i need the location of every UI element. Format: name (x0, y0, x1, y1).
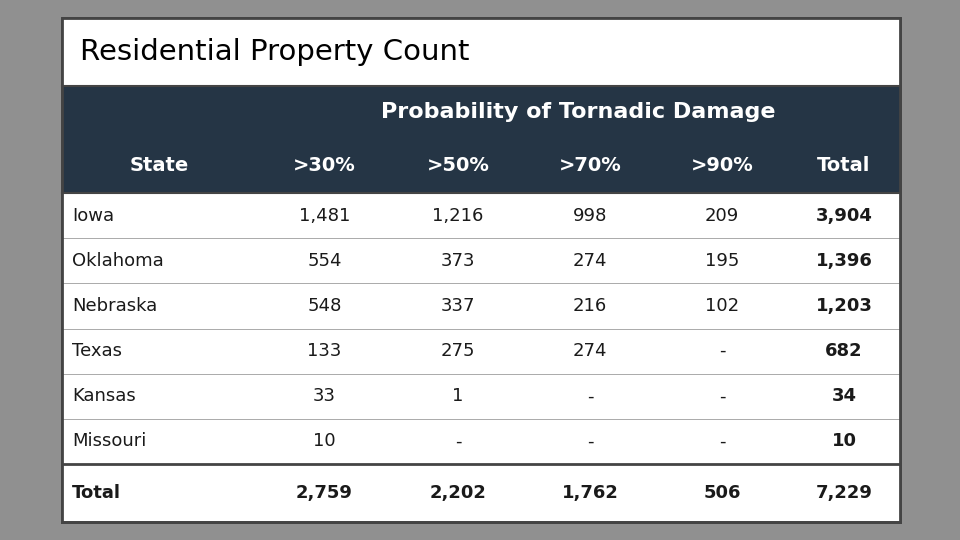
Text: >50%: >50% (426, 156, 490, 175)
Text: -: - (587, 433, 593, 450)
Text: Iowa: Iowa (72, 207, 114, 225)
Text: 3,904: 3,904 (816, 207, 873, 225)
Text: 102: 102 (705, 297, 739, 315)
Text: 337: 337 (441, 297, 475, 315)
Bar (62, 193, 900, 238)
Bar (62, 18, 900, 86)
Text: Kansas: Kansas (72, 387, 135, 405)
Text: 1,203: 1,203 (816, 297, 873, 315)
Bar (62, 328, 900, 374)
Text: 133: 133 (307, 342, 342, 360)
Text: 506: 506 (704, 484, 741, 502)
Text: 195: 195 (705, 252, 739, 270)
Text: 1,216: 1,216 (432, 207, 484, 225)
Bar (62, 464, 900, 522)
Text: Texas: Texas (72, 342, 122, 360)
Text: -: - (587, 387, 593, 405)
Bar (62, 419, 900, 464)
Bar (62, 374, 900, 419)
Text: -: - (455, 433, 461, 450)
Text: Missouri: Missouri (72, 433, 146, 450)
Text: Residential Property Count: Residential Property Count (80, 38, 469, 66)
Text: 1: 1 (452, 387, 464, 405)
Text: 554: 554 (307, 252, 342, 270)
Bar (62, 138, 900, 193)
Text: Probability of Tornadic Damage: Probability of Tornadic Damage (381, 102, 776, 122)
Bar (62, 18, 900, 522)
Text: 10: 10 (831, 433, 856, 450)
Bar (62, 86, 900, 138)
Text: 2,759: 2,759 (296, 484, 353, 502)
Text: State: State (130, 156, 189, 175)
Text: 998: 998 (573, 207, 607, 225)
Text: Total: Total (72, 484, 121, 502)
Text: -: - (719, 433, 725, 450)
Text: 274: 274 (573, 252, 608, 270)
Text: >70%: >70% (559, 156, 621, 175)
Text: 548: 548 (307, 297, 342, 315)
Text: 7,229: 7,229 (816, 484, 873, 502)
Text: Total: Total (817, 156, 871, 175)
Text: 216: 216 (573, 297, 607, 315)
Text: Nebraska: Nebraska (72, 297, 157, 315)
Text: 1,762: 1,762 (562, 484, 618, 502)
Text: 1,396: 1,396 (816, 252, 873, 270)
Text: 34: 34 (831, 387, 856, 405)
Text: 10: 10 (313, 433, 336, 450)
Text: 275: 275 (441, 342, 475, 360)
Bar (62, 18, 900, 522)
Text: 1,481: 1,481 (299, 207, 350, 225)
Text: -: - (719, 387, 725, 405)
Text: 682: 682 (826, 342, 863, 360)
Text: -: - (719, 342, 725, 360)
Text: 209: 209 (705, 207, 739, 225)
Text: 33: 33 (313, 387, 336, 405)
Text: 274: 274 (573, 342, 608, 360)
Text: 373: 373 (441, 252, 475, 270)
Text: >90%: >90% (690, 156, 754, 175)
Text: Oklahoma: Oklahoma (72, 252, 164, 270)
Bar (62, 284, 900, 328)
Bar (62, 238, 900, 284)
Text: 2,202: 2,202 (429, 484, 487, 502)
Text: >30%: >30% (293, 156, 356, 175)
